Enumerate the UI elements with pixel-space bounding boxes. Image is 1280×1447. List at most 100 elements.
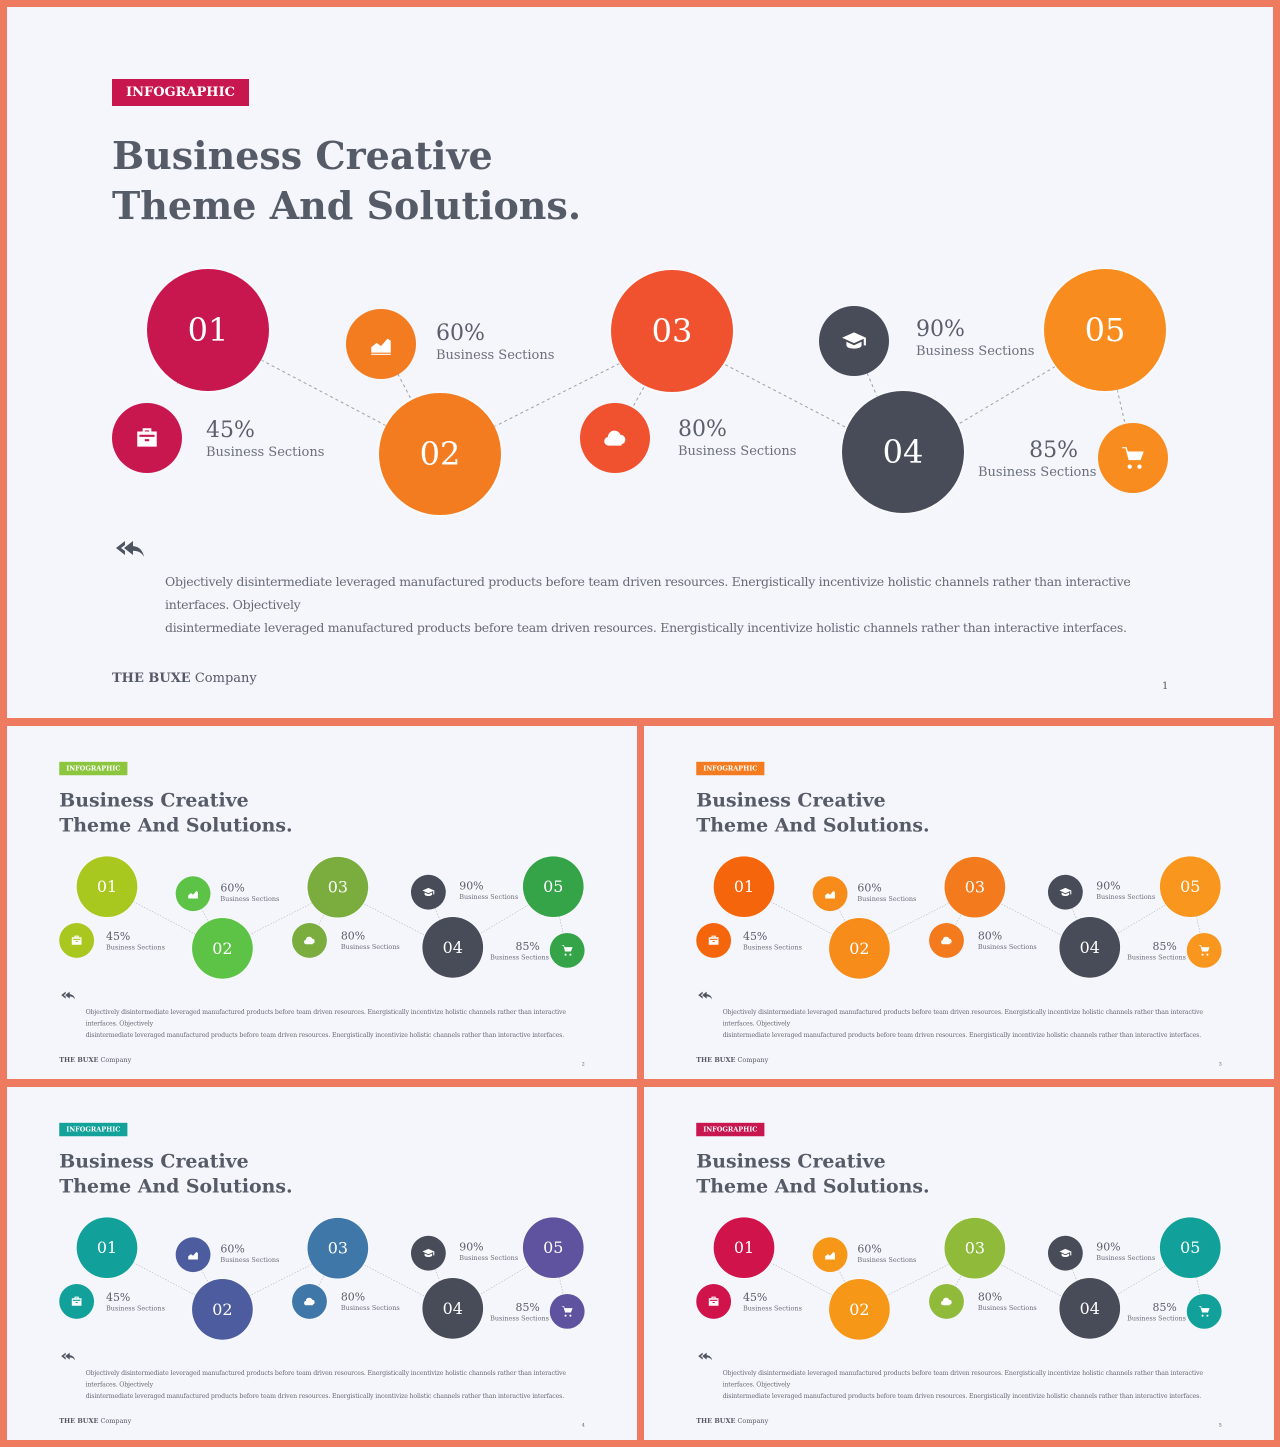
title-line-1: Business Creative	[696, 788, 886, 812]
company-rest: Company	[98, 1056, 132, 1064]
step-circle-04: 04	[1059, 1278, 1121, 1339]
slide-5[interactable]: INFOGRAPHIC Business Creative Theme And …	[644, 1087, 1274, 1440]
step-circle-02: 02	[192, 1279, 253, 1340]
stat-label: Business Sections	[678, 444, 797, 459]
stat-percent: 60%	[857, 882, 882, 895]
infographic-tag: INFOGRAPHIC	[59, 761, 128, 776]
stat-percent: 60%	[220, 1243, 245, 1256]
stat-80: 80% Business Sections	[341, 930, 400, 952]
stat-label: Business Sections	[857, 895, 917, 904]
stat-label: Business Sections	[490, 1314, 549, 1323]
stat-label: Business Sections	[857, 1256, 917, 1265]
description-paragraph: Objectively disintermediate leveraged ma…	[723, 1367, 1221, 1401]
reply-all-icon	[61, 991, 76, 1001]
step-circle-05: 05	[522, 1217, 584, 1279]
cart-icon	[1098, 423, 1168, 493]
stat-45: 45% Business Sections	[206, 418, 324, 462]
stat-percent: 90%	[1096, 880, 1121, 893]
step-circle-03: 03	[307, 856, 369, 918]
page-number: 1	[1162, 681, 1169, 692]
stat-percent: 90%	[459, 1241, 484, 1254]
stat-percent: 45%	[106, 930, 131, 943]
paragraph-line-2: disintermediate leveraged manufactured p…	[85, 1030, 565, 1039]
stat-90: 90% Business Sections	[459, 880, 518, 902]
stat-60: 60% Business Sections	[857, 882, 916, 904]
stat-percent: 85%	[515, 1301, 540, 1314]
slide-3[interactable]: INFOGRAPHIC Business Creative Theme And …	[644, 726, 1274, 1079]
step-circle-03: 03	[944, 856, 1006, 918]
description-paragraph: Objectively disintermediate leveraged ma…	[86, 1367, 583, 1401]
briefcase-icon	[696, 1284, 732, 1319]
step-circle-04: 04	[422, 917, 484, 978]
paragraph-line-2: disintermediate leveraged manufactured p…	[722, 1030, 1202, 1039]
slide-1[interactable]: INFOGRAPHIC Business Creative Theme And …	[7, 7, 1273, 718]
step-circle-04: 04	[422, 1278, 484, 1339]
stat-80: 80% Business Sections	[678, 417, 796, 461]
reply-all-icon	[115, 539, 145, 559]
chart-icon	[346, 309, 416, 379]
reply-all-icon	[698, 1352, 713, 1362]
stat-percent: 60%	[857, 1243, 882, 1256]
stat-label: Business Sections	[743, 943, 802, 952]
slide-title: Business Creative Theme And Solutions.	[59, 1149, 358, 1199]
stat-45: 45% Business Sections	[106, 1291, 165, 1313]
stat-label: Business Sections	[978, 465, 1097, 480]
stat-label: Business Sections	[1096, 893, 1156, 902]
company-bold: THE BUXE	[59, 1056, 99, 1064]
stat-45: 45% Business Sections	[106, 930, 165, 952]
paragraph-line-2: disintermediate leveraged manufactured p…	[722, 1391, 1202, 1400]
graduation-cap-icon	[1047, 1235, 1083, 1271]
stat-percent: 85%	[1152, 1301, 1177, 1314]
step-circle-03: 03	[307, 1217, 369, 1279]
stat-label: Business Sections	[743, 1304, 802, 1313]
title-line-2: Theme And Solutions.	[112, 183, 582, 228]
step-circle-01: 01	[713, 1217, 775, 1279]
title-line-2: Theme And Solutions.	[59, 1174, 293, 1197]
paragraph-line-1: Objectively disintermediate leveraged ma…	[85, 1008, 566, 1027]
slide-2[interactable]: INFOGRAPHIC Business Creative Theme And …	[7, 726, 637, 1079]
company-rest: Company	[735, 1056, 769, 1064]
title-line-1: Business Creative	[59, 1149, 249, 1173]
briefcase-icon	[696, 923, 732, 958]
stat-percent: 80%	[340, 929, 366, 943]
stat-85: 85% Business Sections	[1127, 1301, 1186, 1323]
briefcase-icon	[112, 403, 182, 473]
graduation-cap-icon	[410, 874, 446, 910]
page-number: 3	[1218, 1061, 1222, 1067]
stat-80: 80% Business Sections	[341, 1291, 400, 1313]
stat-percent: 80%	[977, 929, 1003, 943]
company-rest: Company	[98, 1417, 132, 1425]
stat-45: 45% Business Sections	[743, 930, 802, 952]
stat-90: 90% Business Sections	[1096, 1241, 1155, 1263]
company-bold: THE BUXE	[696, 1056, 736, 1064]
stat-percent: 45%	[743, 930, 768, 943]
stat-90: 90% Business Sections	[459, 1241, 518, 1263]
stat-percent: 60%	[220, 882, 245, 895]
cloud-icon	[929, 923, 964, 958]
stat-percent: 90%	[916, 317, 965, 342]
stat-label: Business Sections	[977, 1304, 1037, 1312]
stat-85: 85% Business Sections	[978, 438, 1097, 482]
stat-label: Business Sections	[106, 1304, 165, 1313]
stat-label: Business Sections	[220, 1256, 280, 1265]
stat-label: Business Sections	[340, 1304, 400, 1312]
step-circle-01: 01	[713, 856, 775, 918]
stat-label: Business Sections	[1127, 1314, 1186, 1323]
step-circle-01: 01	[76, 856, 138, 918]
cloud-icon	[292, 923, 327, 958]
stat-60: 60% Business Sections	[220, 1243, 279, 1265]
stat-percent: 45%	[743, 1291, 768, 1304]
stat-label: Business Sections	[340, 943, 400, 951]
step-circle-02: 02	[829, 1279, 890, 1340]
title-line-2: Theme And Solutions.	[696, 1174, 930, 1197]
page-number: 5	[1218, 1422, 1222, 1428]
title-line-1: Business Creative	[696, 1149, 886, 1173]
chart-icon	[175, 876, 211, 912]
title-line-2: Theme And Solutions.	[696, 813, 930, 836]
company-name: THE BUXE Company	[696, 1417, 768, 1424]
title-line-2: Theme And Solutions.	[59, 813, 293, 836]
paragraph-line-2: disintermediate leveraged manufactured p…	[165, 620, 1127, 635]
stat-percent: 45%	[206, 418, 255, 443]
slide-4[interactable]: INFOGRAPHIC Business Creative Theme And …	[7, 1087, 637, 1440]
stat-label: Business Sections	[916, 344, 1035, 359]
